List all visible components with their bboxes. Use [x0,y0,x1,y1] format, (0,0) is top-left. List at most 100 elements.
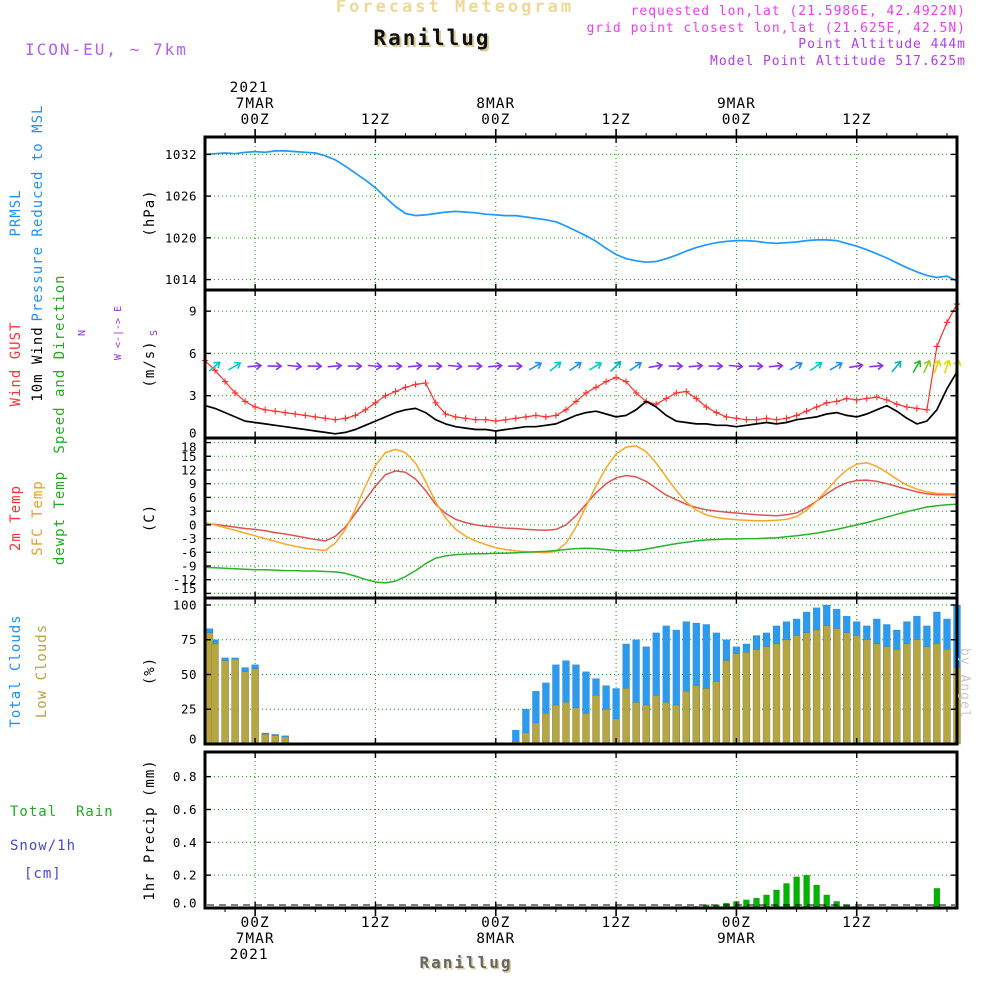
dewpt-temp-line [204,503,958,584]
wind-direction-arrow [923,359,932,374]
wind-direction-arrow [943,359,952,374]
wind-direction-arrow [610,361,622,372]
figure-title: Forecast Meteogram [335,0,575,17]
svg-text:15: 15 [181,449,197,464]
svg-text:00Z: 00Z [481,915,510,931]
cm-unit-label: [cm] [24,866,62,882]
wind-direction-arrow [228,361,242,371]
requested-lonlat: requested lon,lat (21.5986E, 42.4922N) [630,4,966,19]
precip-panel: 0.0 0.2 0.4 0.6 0.8 [173,750,959,911]
svg-text:00Z: 00Z [481,112,510,128]
wind-direction-arrow [549,361,562,372]
wind-direction-arrow [849,361,864,370]
svg-text:0: 0 [189,426,197,441]
wind-direction-arrow [247,361,262,370]
10m-wind-line [204,371,958,435]
svg-text:-9: -9 [181,559,197,574]
svg-text:1032: 1032 [165,147,197,162]
svg-text:9MAR: 9MAR [717,96,756,112]
wind-direction-arrow [367,362,383,371]
svg-text:0.2: 0.2 [173,868,197,883]
svg-text:8MAR: 8MAR [476,96,515,112]
2m-temp-line [204,470,957,542]
svg-text:0.6: 0.6 [173,802,197,817]
svg-text:12Z: 12Z [601,915,630,931]
point-altitude: Point Altitude 444m [798,37,966,52]
svg-text:-3: -3 [181,531,197,546]
wind-panel: 0 3 6 9 [189,288,962,441]
wind-direction-arrow [668,362,684,371]
model-label: ICON-EU, ~ 7km [25,40,188,59]
wind-direction-arrow [708,362,724,371]
low-clouds-bars [205,625,961,745]
svg-text:12Z: 12Z [842,112,871,128]
svg-text:2021: 2021 [230,80,269,96]
svg-text:9: 9 [189,476,197,491]
wind-direction-arrow [327,361,343,370]
wind-direction-arrow [467,362,483,371]
wind-direction-arrow [869,361,884,370]
svg-text:2021: 2021 [230,947,269,963]
time-axis: 00Z7MAR202100Z7MAR202112Z12Z00Z8MAR00Z8M… [224,80,948,963]
wind-direction-arrow [688,361,704,370]
wind-direction-arrow [891,360,902,373]
wind-direction-arrow [829,361,843,371]
wind-direction-arrow [912,360,922,373]
svg-text:1020: 1020 [165,230,197,245]
svg-text:7MAR: 7MAR [236,96,275,112]
wind-direction-arrow [427,362,443,371]
svg-text:0.0: 0.0 [173,896,197,911]
svg-text:6: 6 [189,490,197,505]
wind-direction-arrow [407,361,423,370]
svg-text:12Z: 12Z [361,915,390,931]
rain-bars [683,875,941,909]
prmsl-line [204,150,958,282]
svg-text:25: 25 [181,702,197,717]
svg-text:9: 9 [189,304,197,319]
request-meta: requested lon,lat (21.5986E, 42.4922N) g… [586,4,966,70]
svg-text:00Z: 00Z [722,915,751,931]
svg-text:12Z: 12Z [361,112,390,128]
station-title: Ranillug [373,26,491,50]
svg-text:1026: 1026 [165,189,197,204]
wind-direction-arrow [589,361,602,371]
svg-text:00Z: 00Z [241,915,270,931]
wind-direction-arrow [267,362,283,371]
svg-text:12Z: 12Z [842,915,871,931]
gridpoint-lonlat: grid point closest lon,lat (21.625E, 42.… [586,20,966,36]
sfc-temp-line [204,445,957,554]
svg-text:8MAR: 8MAR [476,931,515,947]
wind-direction-arrow [287,362,302,371]
svg-text:-12: -12 [173,572,197,587]
svg-text:0: 0 [189,517,197,532]
svg-text:18: 18 [181,440,197,455]
wind-direction-arrow [569,361,582,371]
wind-direction-arrow [208,361,221,372]
wind-direction-arrow [447,362,463,371]
wind-direction-arrow [629,361,642,371]
wind-direction-arrow [933,359,942,374]
svg-text:12Z: 12Z [601,112,630,128]
wind-direction-arrow [307,362,323,371]
model-point-altitude: Model Point Altitude 517.625m [710,53,966,69]
svg-text:3: 3 [189,388,197,403]
wind-direction-arrow [387,362,403,371]
wind-gust-line [204,303,958,422]
svg-text:0.8: 0.8 [173,769,197,784]
footer-station-name: Ranillug [419,953,513,972]
svg-text:-6: -6 [181,545,197,560]
svg-text:6: 6 [189,346,197,361]
clouds-panel: 0 25 50 75 100 [173,596,961,747]
svg-text:0: 0 [189,732,197,747]
credit-watermark: by Angel [957,648,972,719]
svg-text:12: 12 [181,463,197,478]
svg-text:3: 3 [189,504,197,519]
wind-direction-arrow [507,362,523,371]
wind-direction-arrow [488,361,503,370]
wind-direction-arrow [810,361,823,371]
svg-text:7MAR: 7MAR [236,931,275,947]
wind-direction-arrow [768,361,784,370]
svg-text:1014: 1014 [165,272,197,287]
